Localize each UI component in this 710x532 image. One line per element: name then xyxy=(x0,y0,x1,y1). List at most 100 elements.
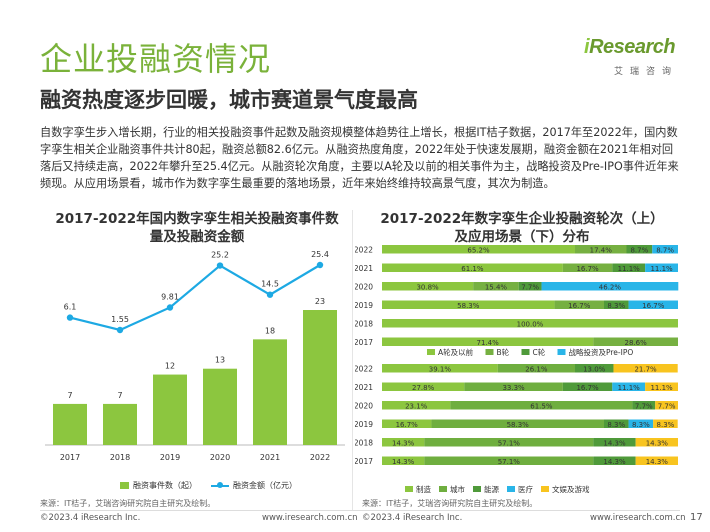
rounds-seg-2018-0 xyxy=(382,319,678,328)
x-tick-2018: 2018 xyxy=(110,453,130,462)
footer-copyright-right: ©2023.4 iResearch Inc. xyxy=(362,513,463,523)
page-title: 企业投融资情况 xyxy=(40,40,272,78)
rounds-label-2019-2: 8.3% xyxy=(607,302,625,310)
footer-url-right: www.iresearch.com.cn xyxy=(590,513,686,523)
bar-label-2020: 13 xyxy=(215,356,225,365)
scenes-seg-2017-2 xyxy=(593,456,636,465)
scenes-label-2019-2: 8.3% xyxy=(607,421,625,429)
scenes-seg-2019-1 xyxy=(431,419,604,428)
rounds-label-2022-2: 8.7% xyxy=(630,246,648,254)
amount-line xyxy=(69,264,321,332)
rounds-label-2017-0: 71.4% xyxy=(477,339,500,347)
scenes-seg-2022-0 xyxy=(382,364,498,373)
rounds-seg-2022-3 xyxy=(652,245,678,254)
rounds-seg-2021-3 xyxy=(645,263,678,272)
x-tick-2019: 2019 xyxy=(160,453,180,462)
scenes-seg-2018-1 xyxy=(424,438,594,447)
rounds-seg-2021-0 xyxy=(382,263,563,272)
rounds-legend-swatch-1 xyxy=(485,349,494,355)
rounds-label-2019-3: 16.7% xyxy=(642,302,665,310)
rounds-label-2020-2: 7.7% xyxy=(521,283,539,291)
scenes-y-tick-2022: 2022 xyxy=(355,365,373,374)
rounds-label-2022-3: 8.7% xyxy=(656,246,674,254)
scenes-label-2019-4: 8.3% xyxy=(657,421,675,429)
rounds-label-2021-3: 11.1% xyxy=(650,265,673,273)
scenes-seg-2020-4 xyxy=(655,401,678,410)
rounds-legend-label-2: C轮 xyxy=(533,347,546,357)
rounds-label-2022-0: 65.2% xyxy=(467,246,490,254)
footer-divider xyxy=(40,510,680,511)
scenes-label-2019-0: 16.7% xyxy=(396,421,419,429)
bar-events-2018 xyxy=(103,403,137,445)
scenes-seg-2019-0 xyxy=(382,419,432,428)
scenes-legend-label-3: 医疗 xyxy=(518,484,533,494)
legend-events: 融资事件数（起） xyxy=(120,480,197,491)
rounds-y-tick-2017: 2017 xyxy=(355,338,373,347)
scenes-label-2022-2: 13.0% xyxy=(583,365,606,373)
amount-label-2020: 25.2 xyxy=(211,251,229,260)
scenes-label-2021-0: 27.8% xyxy=(412,384,435,392)
funding-events-chart: 7 2017 7 2018 12 2019 13 2020 18 2021 23 2022 6.1 1.5… xyxy=(45,250,345,462)
rounds-y-tick-2019: 2019 xyxy=(355,301,373,310)
scenes-legend-swatch-2 xyxy=(473,486,481,492)
scenes-seg-2018-0 xyxy=(382,438,425,447)
scenes-seg-2018-4 xyxy=(635,438,678,447)
scenes-seg-2017-0 xyxy=(382,456,425,465)
rounds-label-2017-1: 28.6% xyxy=(625,339,648,347)
scenes-label-2022-1: 26.1% xyxy=(525,365,548,373)
scenes-y-tick-2018: 2018 xyxy=(355,439,373,448)
scenes-y-tick-2017: 2017 xyxy=(355,457,373,466)
rounds-label-2021-0: 61.1% xyxy=(461,265,484,273)
rounds-legend-label-3: 战略投资及Pre-IPO xyxy=(569,347,634,357)
legend-amount: 融资金额（亿元） xyxy=(211,480,297,491)
rounds-label-2021-2: 11.1% xyxy=(618,265,641,273)
scenes-seg-2019-3 xyxy=(628,419,654,428)
scenes-legend-label-2: 能源 xyxy=(484,484,499,494)
scenes-legend-label-1: 城市 xyxy=(450,484,465,494)
scenes-legend-swatch-3 xyxy=(507,486,515,492)
x-tick-2022: 2022 xyxy=(310,453,330,462)
scenes-seg-2021-4 xyxy=(645,382,678,391)
rounds-y-tick-2020: 2020 xyxy=(355,283,373,292)
right-chart-title: 2017-2022年数字孪生企业投融资轮次（上） 及应用场景（下）分布 xyxy=(380,211,664,245)
amount-point-2022 xyxy=(316,261,324,269)
scenes-legend-label-4: 文娱及游戏 xyxy=(552,484,590,494)
scenes-label-2022-0: 39.1% xyxy=(429,365,452,373)
page-number: 17 xyxy=(690,512,703,523)
rounds-label-2020-0: 30.8% xyxy=(416,283,439,291)
bar-label-2017: 7 xyxy=(67,391,72,400)
bar-label-2018: 7 xyxy=(117,391,122,400)
rounds-label-2019-0: 58.3% xyxy=(457,302,480,310)
scenes-y-tick-2019: 2019 xyxy=(355,420,373,429)
scenes-seg-2017-4 xyxy=(635,456,678,465)
amount-label-2018: 1.55 xyxy=(111,315,129,324)
scenes-seg-2022-4 xyxy=(613,364,678,373)
rounds-label-2022-1: 17.4% xyxy=(590,246,613,254)
scenes-label-2021-3: 11.1% xyxy=(618,384,641,392)
amount-point-2021 xyxy=(266,291,274,298)
scenes-seg-2022-1 xyxy=(497,364,575,373)
rounds-y-tick-2021: 2021 xyxy=(355,264,373,273)
scenes-label-2017-2: 14.3% xyxy=(603,458,626,466)
rounds-seg-2019-0 xyxy=(382,300,555,309)
rounds-seg-2020-3 xyxy=(541,282,679,291)
scenes-label-2017-4: 14.3% xyxy=(646,458,669,466)
left-chart-legend: 融资事件数（起） 融资金额（亿元） xyxy=(120,480,297,491)
scenes-label-2021-4: 11.1% xyxy=(650,384,673,392)
left-chart-title: 2017-2022年国内数字孪生相关投融资事件数 量及投融资金额 xyxy=(55,211,339,245)
scenes-seg-2020-2 xyxy=(632,401,656,410)
left-chart-source: 来源：IT桔子，艾瑞咨询研究院自主研究及绘制。 xyxy=(40,499,216,508)
rounds-label-2018-0: 100.0% xyxy=(517,320,544,328)
rounds-legend-label-1: B轮 xyxy=(497,347,510,357)
rounds-seg-2022-2 xyxy=(626,245,653,254)
scenes-seg-2021-0 xyxy=(382,382,465,391)
bar-events-2022 xyxy=(303,310,337,445)
bar-label-2022: 23 xyxy=(315,297,325,306)
bar-events-2020 xyxy=(203,368,237,445)
rounds-seg-2017-0 xyxy=(382,337,594,346)
bar-events-2021 xyxy=(253,339,287,445)
rounds-seg-2021-2 xyxy=(612,263,646,272)
scenes-seg-2021-1 xyxy=(464,382,563,391)
amount-label-2022: 25.4 xyxy=(311,250,329,259)
x-tick-2020: 2020 xyxy=(210,453,230,462)
